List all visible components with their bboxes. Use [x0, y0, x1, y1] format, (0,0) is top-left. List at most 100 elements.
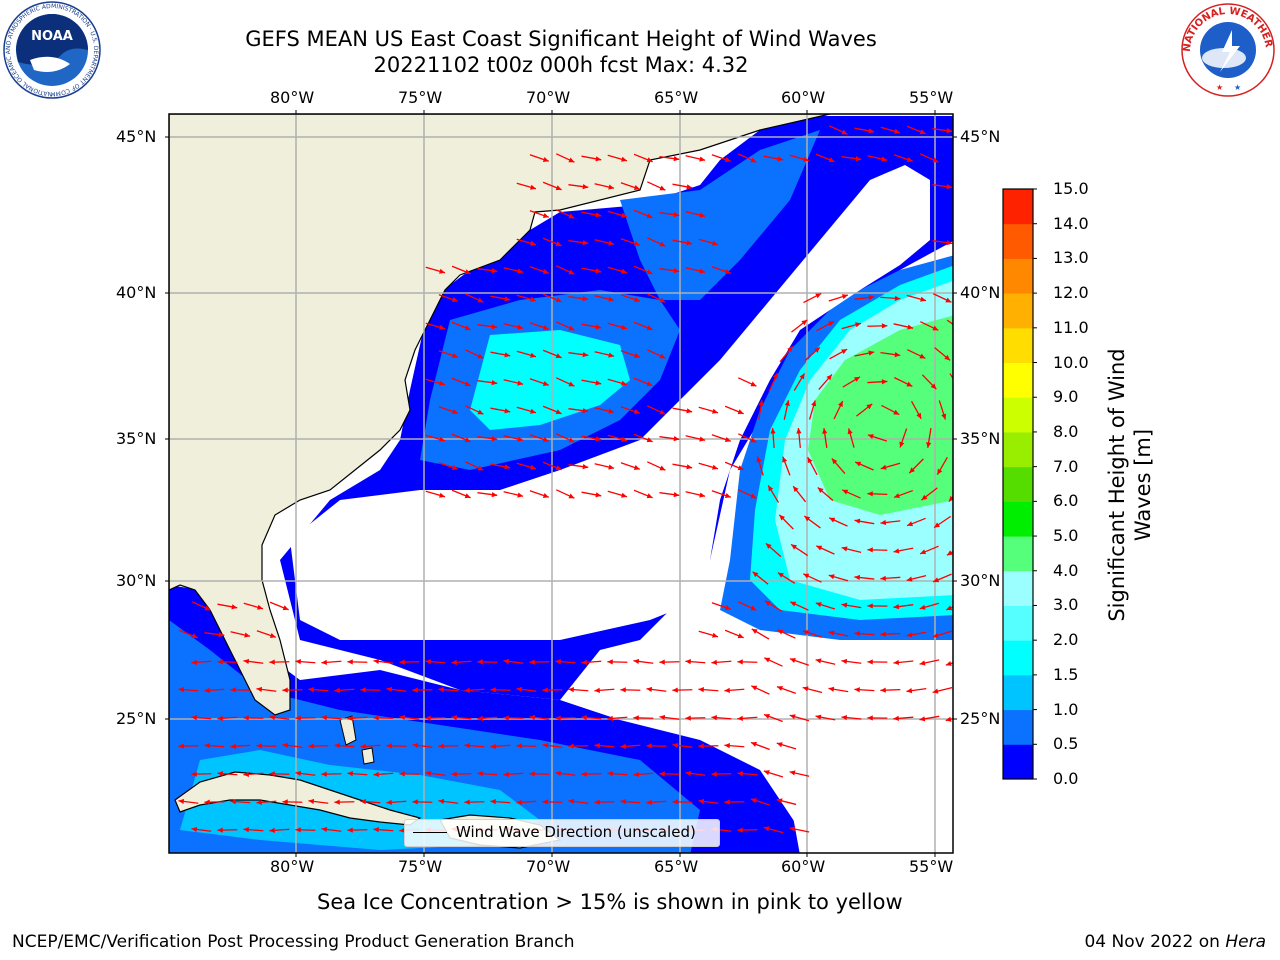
- wave-direction-arrowhead: [582, 464, 589, 470]
- wave-direction-arrowhead: [724, 437, 731, 442]
- colorbar-tick-label: 1.0: [1053, 699, 1079, 719]
- colorbar-tick-label: 14.0: [1053, 213, 1089, 233]
- wave-direction-arrowhead: [595, 156, 602, 162]
- wave-direction-arrowhead: [672, 687, 678, 693]
- wave-direction-arrowhead: [698, 798, 705, 805]
- chart-title: GEFS MEAN US East Coast Significant Heig…: [245, 27, 877, 51]
- wave-direction-arrowhead: [269, 827, 275, 833]
- wave-direction-arrowhead: [880, 575, 886, 581]
- wave-direction-arrowhead: [568, 157, 575, 163]
- wave-direction-arrowhead: [621, 380, 627, 386]
- wave-direction-arrowhead: [504, 408, 511, 414]
- wave-direction-arrowhead: [230, 743, 236, 749]
- wave-direction-arrowhead: [737, 465, 744, 471]
- wave-direction-arrowhead: [763, 826, 770, 832]
- wave-direction-arrowhead: [646, 269, 653, 275]
- wave-direction-arrowhead: [542, 157, 549, 162]
- wave-direction-arrowhead: [608, 184, 615, 190]
- wave-direction-arrowhead: [817, 487, 824, 493]
- wave-direction-arrowhead: [439, 436, 445, 442]
- wave-direction-arrowhead: [243, 827, 249, 833]
- wave-direction-arrowhead: [334, 799, 340, 805]
- wave-direction-arrowhead: [620, 743, 626, 749]
- wave-direction-arrowhead: [491, 268, 498, 274]
- wave-direction-arrowhead: [868, 350, 875, 356]
- wave-direction-arrowhead: [633, 353, 640, 358]
- wave-direction-arrowhead: [217, 771, 223, 777]
- wave-direction-arrowhead: [659, 297, 666, 303]
- lat-label-left-45n: 45°N: [116, 127, 157, 146]
- wave-direction-arrowhead: [451, 409, 458, 414]
- wave-direction-arrowhead: [256, 686, 263, 693]
- wave-direction-arrowhead: [803, 156, 809, 162]
- wave-direction-arrowhead: [659, 659, 665, 665]
- wave-direction-arrowhead: [791, 544, 797, 550]
- field-no-data-3: [760, 745, 953, 853]
- wave-direction-arrowhead: [724, 799, 730, 805]
- wave-direction-arrowhead: [853, 376, 860, 382]
- wave-direction-arrowhead: [881, 156, 888, 162]
- map-legend: Wind Wave Direction (unscaled): [404, 819, 720, 847]
- lat-label-left-35n: 35°N: [116, 429, 157, 448]
- wave-direction-arrowhead: [796, 428, 802, 434]
- wave-direction-arrowhead: [867, 434, 874, 440]
- wave-direction-arrowhead: [582, 184, 589, 190]
- lon-label-bottom-60w: 60°W: [781, 857, 826, 876]
- wave-direction-arrowhead: [737, 771, 743, 777]
- wave-direction-arrowhead: [724, 743, 730, 749]
- wave-direction-arrowhead: [919, 716, 926, 722]
- wave-direction-arrowhead: [257, 604, 263, 610]
- wave-direction-arrowhead: [269, 633, 276, 638]
- wave-direction-arrowhead: [608, 240, 615, 246]
- wave-direction-arrowhead: [451, 715, 457, 721]
- land-bahamas: [339, 715, 375, 765]
- wave-direction-arrowhead: [244, 632, 251, 638]
- colorbar-segment: [1003, 258, 1033, 294]
- wave-direction-arrowhead: [826, 374, 832, 381]
- wave-direction-arrowhead: [880, 464, 887, 470]
- wave-direction-arrowhead: [724, 493, 731, 498]
- wave-direction-arrowhead: [750, 437, 757, 443]
- wave-direction-arrowhead: [712, 408, 718, 414]
- wave-direction-arrowhead: [646, 686, 653, 693]
- wave-direction-arrowhead: [204, 799, 210, 805]
- wave-direction-arrowhead: [230, 799, 236, 805]
- wave-direction-arrowhead: [477, 353, 484, 359]
- footer-date-text: 04 Nov 2022 on: [1084, 932, 1226, 952]
- field-no-data: [290, 165, 930, 640]
- wave-direction-arrowhead: [907, 324, 914, 330]
- wave-direction-arrowhead: [582, 240, 589, 246]
- wave-direction-arrowhead: [868, 294, 875, 301]
- wave-direction-arrowhead: [425, 659, 431, 665]
- wave-direction-arrowhead: [568, 687, 574, 693]
- wave-direction-arrowhead: [321, 826, 328, 833]
- wave-direction-arrowhead: [217, 715, 223, 721]
- wave-direction-arrowhead: [503, 715, 509, 721]
- wave-direction-arrowhead: [347, 659, 353, 665]
- wave-direction-arrowhead: [464, 493, 471, 499]
- wave-direction-arrowhead: [752, 571, 759, 578]
- wave-direction-arrowhead: [477, 771, 483, 777]
- wave-direction-arrowhead: [295, 659, 301, 665]
- lat-label-left-30n: 30°N: [116, 571, 157, 590]
- wave-direction-arrowhead: [530, 408, 536, 414]
- wave-direction-arrowhead: [945, 716, 952, 722]
- wave-direction-arrowhead: [777, 572, 784, 578]
- wave-direction-arrowhead: [880, 687, 886, 693]
- wave-direction-arrowhead: [758, 400, 764, 406]
- wave-direction-arrowhead: [438, 743, 444, 749]
- wave-direction-arrowhead: [595, 380, 602, 386]
- wave-direction-arrowhead: [542, 799, 548, 805]
- wave-direction-arrowhead: [516, 686, 523, 693]
- wave-direction-arrowhead: [699, 492, 706, 498]
- wave-direction-arrowhead: [607, 659, 613, 665]
- colorbar-tick-label: 2.0: [1053, 630, 1079, 650]
- wave-direction-arrowhead: [425, 770, 432, 777]
- wave-direction-arrowhead: [439, 268, 445, 274]
- wave-direction-arrowhead: [867, 659, 873, 665]
- wave-direction-arrowhead: [464, 269, 471, 275]
- wave-direction-arrowhead: [841, 658, 848, 665]
- wave-direction-arrowhead: [464, 687, 470, 693]
- wave-direction-arrowhead: [516, 743, 522, 749]
- colorbar-segment: [1003, 709, 1033, 745]
